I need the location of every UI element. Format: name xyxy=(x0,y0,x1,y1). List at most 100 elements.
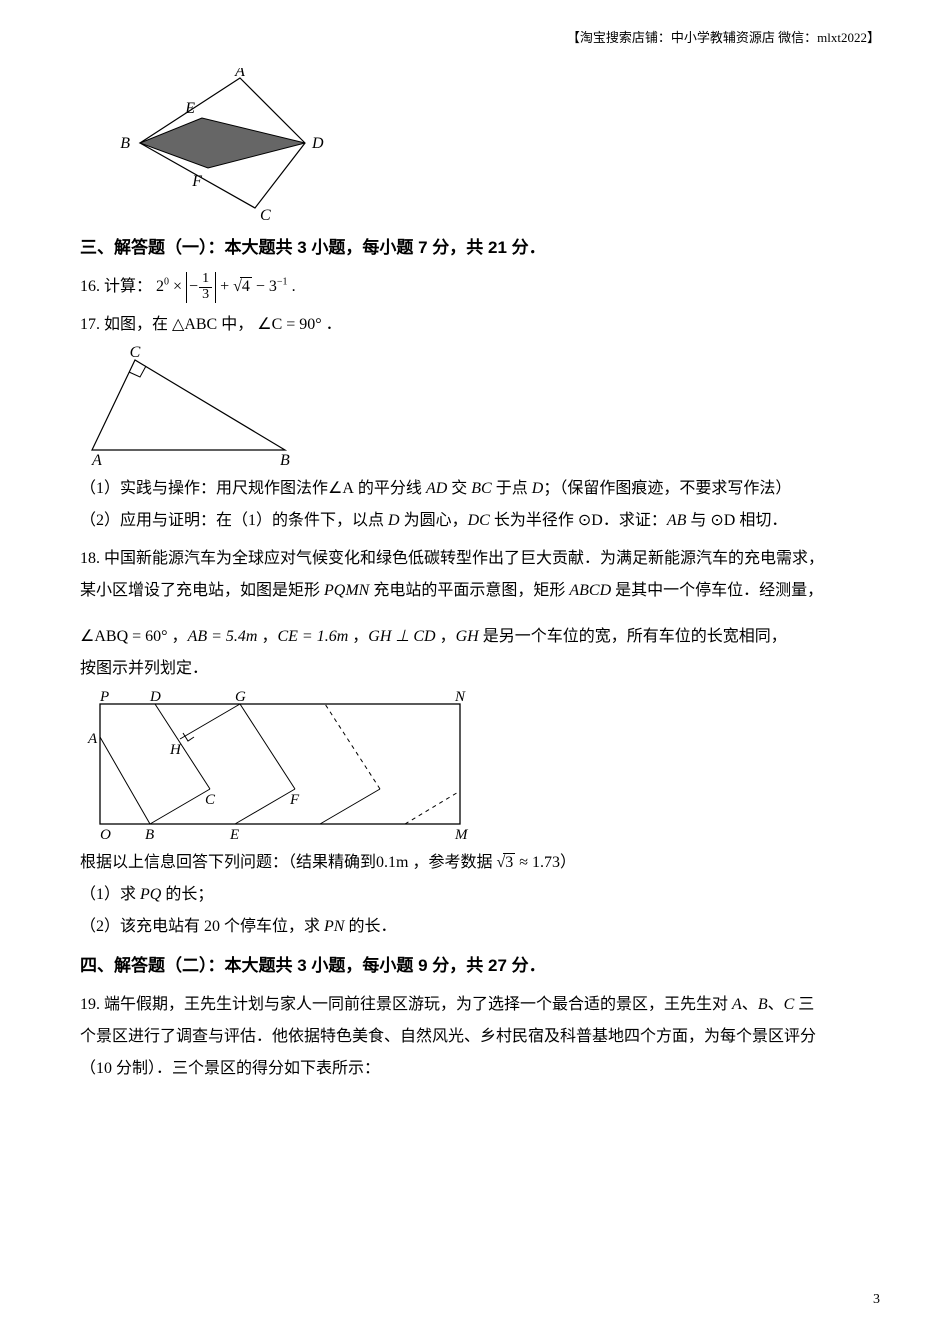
ang: ∠C = 90° xyxy=(257,316,321,333)
label-D: D xyxy=(311,135,324,152)
t: 长为半径作 xyxy=(490,512,578,529)
page-content: A B C D E F 三、解答题（一）：本大题共 3 小题，每小题 7 分，共… xyxy=(80,68,870,1085)
parking-svg: P Q M N A B C D E F G H xyxy=(80,689,480,839)
t: ） xyxy=(560,854,576,871)
lP: P xyxy=(99,689,109,705)
t: ， xyxy=(257,628,277,645)
t: 是另一个车位的宽，所有车位的长宽相同， xyxy=(479,628,787,645)
triangle-svg: A B C xyxy=(80,345,310,465)
m: 0.1m xyxy=(376,854,408,871)
m: PQ xyxy=(140,886,161,903)
fig-q17: A B C xyxy=(80,345,870,465)
q16: 16. 计算： 20 × −13 + 4 − 3−1 . xyxy=(80,271,870,303)
op: − xyxy=(252,278,269,295)
t: 交 xyxy=(447,480,471,497)
t: 与 xyxy=(686,512,710,529)
m: GH ⊥ CD xyxy=(368,628,435,645)
lN: N xyxy=(454,689,466,705)
tri: △ABC xyxy=(172,316,217,333)
sqrt3: 3 xyxy=(496,847,515,879)
m: GH xyxy=(456,628,479,645)
t: （2）该充电站有 20 个停车位，求 xyxy=(80,918,324,935)
m: D xyxy=(532,480,544,497)
m: C xyxy=(784,996,795,1013)
m: AB = 5.4m xyxy=(188,628,258,645)
t: 、 xyxy=(742,996,758,1013)
m: ∠ABQ = 60° xyxy=(80,628,168,645)
label-A: A xyxy=(234,68,245,80)
rad: 3 xyxy=(503,853,515,871)
t: （1）实践与操作：用尺规作图法作 xyxy=(80,480,328,497)
t: 19. 端午假期，王先生计划与家人一同前往景区游玩，为了选择一个最合适的景区，王… xyxy=(80,996,732,1013)
m: A xyxy=(732,996,742,1013)
m: ⊙D xyxy=(710,512,735,529)
t: 个景区进行了调查与评估．他依据特色美食、自然风光、乡村民宿及科普基地四个方面，为… xyxy=(80,1021,870,1053)
m: BC xyxy=(471,480,491,497)
t: ．求证： xyxy=(603,512,667,529)
lQ: Q xyxy=(100,827,111,839)
dot: . xyxy=(288,278,296,295)
m: ∠A xyxy=(328,480,354,497)
m: PN xyxy=(324,918,344,935)
lF: F xyxy=(289,792,300,808)
label-F: F xyxy=(191,173,202,190)
m: AD xyxy=(426,480,447,497)
q18: 18. 中国新能源汽车为全球应对气候变化和绿色低碳转型作出了巨大贡献．为满足新能… xyxy=(80,543,870,943)
lD: D xyxy=(149,689,161,705)
label-C: C xyxy=(130,345,141,361)
lG: G xyxy=(235,689,246,705)
rad: 4 xyxy=(240,277,252,295)
t: 于点 xyxy=(492,480,532,497)
fig-q18: P Q M N A B C D E F G H xyxy=(80,689,870,839)
m: AB xyxy=(667,512,687,529)
section-3-title: 三、解答题（一）：本大题共 3 小题，每小题 7 分，共 21 分． xyxy=(80,231,870,265)
q17: 17. 如图，在 △ABC 中， ∠C = 90° ． A B C （1）实践与… xyxy=(80,309,870,537)
n: 3 xyxy=(269,278,277,295)
label-B: B xyxy=(280,452,290,465)
t: （1）求 xyxy=(80,886,140,903)
t: 的长． xyxy=(344,918,396,935)
m: CE = 1.6m xyxy=(277,628,348,645)
t: （10 分制）．三个景区的得分如下表所示： xyxy=(80,1053,870,1085)
m: DC xyxy=(468,512,490,529)
exp: −1 xyxy=(277,277,288,288)
m: ≈ 1.73 xyxy=(515,854,560,871)
m: ⊙D xyxy=(578,512,603,529)
t: 17. 如图，在 xyxy=(80,316,168,333)
lH: H xyxy=(169,742,182,758)
t: （2）应用与证明：在（1）的条件下，以点 xyxy=(80,512,388,529)
section-4-title: 四、解答题（二）：本大题共 3 小题，每小题 9 分，共 27 分． xyxy=(80,949,870,983)
op: + xyxy=(216,278,233,295)
t: 某小区增设了充电站，如图是矩形 xyxy=(80,582,324,599)
dot: ． xyxy=(326,316,342,333)
page-number: 3 xyxy=(873,1286,880,1314)
lC: C xyxy=(205,792,216,808)
rhombus-svg: A B C D E F xyxy=(80,68,340,223)
label-B: B xyxy=(120,135,130,152)
fig-q15: A B C D E F xyxy=(80,68,870,223)
lE: E xyxy=(229,827,239,839)
sqrt: 4 xyxy=(233,271,252,303)
q19: 19. 端午假期，王先生计划与家人一同前往景区游玩，为了选择一个最合适的景区，王… xyxy=(80,989,870,1085)
label-A: A xyxy=(91,452,102,465)
lB: B xyxy=(145,827,154,839)
t: ；（保留作图痕迹，不要求写作法） xyxy=(543,480,791,497)
t: 按图示并列划定． xyxy=(80,653,870,685)
t: 18. 中国新能源汽车为全球应对气候变化和绿色低碳转型作出了巨大贡献．为满足新能… xyxy=(80,543,870,575)
t: ， xyxy=(436,628,456,645)
t: 中， xyxy=(221,316,253,333)
m: ABCD xyxy=(569,582,611,599)
lA: A xyxy=(87,731,98,747)
op: × xyxy=(169,278,186,295)
den: 3 xyxy=(199,288,212,303)
n: 2 xyxy=(156,278,164,295)
header-note: 【淘宝搜索店铺：中小学教辅资源店 微信：mlxt2022】 xyxy=(567,25,880,51)
t: 的平分线 xyxy=(354,480,426,497)
m: PQMN xyxy=(324,582,369,599)
t: ， xyxy=(348,628,368,645)
t: 根据以上信息回答下列问题：（结果精确到 xyxy=(80,854,376,871)
q16-prefix: 16. 计算： xyxy=(80,278,152,295)
t: ， xyxy=(168,628,188,645)
m: D xyxy=(388,512,400,529)
t: 的长； xyxy=(161,886,213,903)
